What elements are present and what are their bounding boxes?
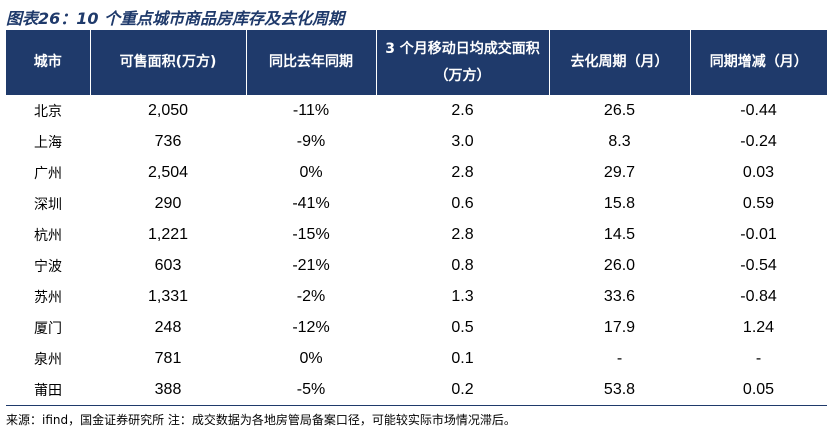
cell-available-area: 603 — [154, 256, 182, 274]
header-available-area: 可售面积(万方) — [90, 30, 247, 95]
cell-destocking-cycle: - — [616, 349, 623, 367]
table-row: 莆田 388 -5% 0.2 53.8 0.05 — [6, 374, 827, 405]
cell-city: 泉州 — [34, 351, 62, 368]
cell-avg-daily-transaction: 3.0 — [451, 132, 474, 150]
cell-destocking-cycle: 29.7 — [603, 163, 636, 181]
cell-city: 杭州 — [34, 227, 62, 244]
cell-cycle-change: -0.24 — [740, 132, 777, 150]
cell-destocking-cycle: 33.6 — [603, 287, 636, 305]
inventory-table: 城市 可售面积(万方) 同比去年同期 3 个月移动日均成交面积（万方） 去化周期… — [6, 30, 827, 405]
cell-cycle-change: -0.54 — [740, 256, 777, 274]
header-row: 城市 可售面积(万方) 同比去年同期 3 个月移动日均成交面积（万方） 去化周期… — [6, 30, 827, 95]
table-row: 杭州 1,221 -15% 2.8 14.5 -0.01 — [6, 219, 827, 250]
cell-destocking-cycle: 26.5 — [603, 101, 636, 119]
cell-yoy-change: -41% — [292, 194, 330, 212]
cell-yoy-change: 0% — [299, 349, 323, 367]
cell-avg-daily-transaction: 0.6 — [451, 194, 474, 212]
cell-yoy-change: -21% — [292, 256, 330, 274]
cell-available-area: 1,221 — [147, 225, 189, 243]
figure-title: 图表26：10 个重点城市商品房库存及去化周期 — [6, 9, 345, 28]
cell-avg-daily-transaction: 0.5 — [451, 318, 474, 336]
cell-avg-daily-transaction: 0.1 — [451, 349, 474, 367]
cell-city: 厦门 — [34, 320, 62, 337]
source-note: 来源：ifind，国金证券研究所 注：成交数据为各地房管局备案口径，可能较实际市… — [6, 413, 516, 427]
data-table-frame: 城市 可售面积(万方) 同比去年同期 3 个月移动日均成交面积（万方） 去化周期… — [6, 30, 827, 406]
cell-cycle-change: 0.05 — [742, 380, 775, 398]
table-row: 苏州 1,331 -2% 1.3 33.6 -0.84 — [6, 281, 827, 312]
header-cycle-change: 同期增减（月） — [690, 30, 827, 95]
cell-yoy-change: -2% — [296, 287, 326, 305]
cell-avg-daily-transaction: 0.2 — [451, 380, 474, 398]
cell-avg-daily-transaction: 1.3 — [451, 287, 474, 305]
header-destocking-cycle: 去化周期（月） — [549, 30, 691, 95]
cell-city: 宁波 — [34, 258, 62, 275]
cell-avg-daily-transaction: 2.8 — [451, 163, 474, 181]
cell-available-area: 290 — [154, 194, 182, 212]
header-yoy-change: 同比去年同期 — [246, 30, 377, 95]
cell-available-area: 2,504 — [147, 163, 189, 181]
cell-avg-daily-transaction: 2.8 — [451, 225, 474, 243]
cell-available-area: 248 — [154, 318, 182, 336]
cell-cycle-change: 0.59 — [742, 194, 775, 212]
cell-destocking-cycle: 17.9 — [603, 318, 636, 336]
table-row: 广州 2,504 0% 2.8 29.7 0.03 — [6, 157, 827, 188]
cell-city: 深圳 — [34, 196, 62, 213]
cell-available-area: 1,331 — [147, 287, 189, 305]
cell-available-area: 781 — [154, 349, 182, 367]
cell-yoy-change: -11% — [292, 101, 330, 119]
header-city: 城市 — [6, 30, 91, 95]
cell-destocking-cycle: 8.3 — [608, 132, 631, 150]
cell-cycle-change: -0.84 — [740, 287, 777, 305]
header-avg-daily-transaction: 3 个月移动日均成交面积（万方） — [376, 30, 550, 95]
cell-yoy-change: -5% — [296, 380, 326, 398]
cell-available-area: 388 — [154, 380, 182, 398]
cell-cycle-change: -0.01 — [740, 225, 777, 243]
cell-destocking-cycle: 14.5 — [603, 225, 636, 243]
cell-city: 莆田 — [34, 382, 62, 399]
cell-destocking-cycle: 53.8 — [603, 380, 636, 398]
cell-cycle-change: 1.24 — [742, 318, 775, 336]
table-row: 上海 736 -9% 3.0 8.3 -0.24 — [6, 126, 827, 157]
cell-cycle-change: 0.03 — [742, 163, 775, 181]
cell-city: 上海 — [34, 134, 62, 151]
cell-destocking-cycle: 15.8 — [603, 194, 636, 212]
cell-city: 北京 — [34, 103, 62, 120]
cell-city: 苏州 — [34, 289, 62, 306]
table-row: 宁波 603 -21% 0.8 26.0 -0.54 — [6, 250, 827, 281]
cell-avg-daily-transaction: 2.6 — [451, 101, 474, 119]
cell-avg-daily-transaction: 0.8 — [451, 256, 474, 274]
cell-available-area: 736 — [154, 132, 182, 150]
table-body: 北京 2,050 -11% 2.6 26.5 -0.44 上海 736 -9% … — [6, 95, 827, 405]
cell-cycle-change: -0.44 — [740, 101, 777, 119]
cell-cycle-change: - — [755, 349, 762, 367]
cell-city: 广州 — [34, 165, 62, 182]
cell-yoy-change: 0% — [299, 163, 323, 181]
cell-yoy-change: -12% — [292, 318, 330, 336]
table-row: 泉州 781 0% 0.1 - - — [6, 343, 827, 374]
table-row: 厦门 248 -12% 0.5 17.9 1.24 — [6, 312, 827, 343]
cell-destocking-cycle: 26.0 — [603, 256, 636, 274]
cell-available-area: 2,050 — [147, 101, 189, 119]
table-row: 深圳 290 -41% 0.6 15.8 0.59 — [6, 188, 827, 219]
cell-yoy-change: -15% — [292, 225, 330, 243]
table-row: 北京 2,050 -11% 2.6 26.5 -0.44 — [6, 95, 827, 126]
cell-yoy-change: -9% — [296, 132, 326, 150]
